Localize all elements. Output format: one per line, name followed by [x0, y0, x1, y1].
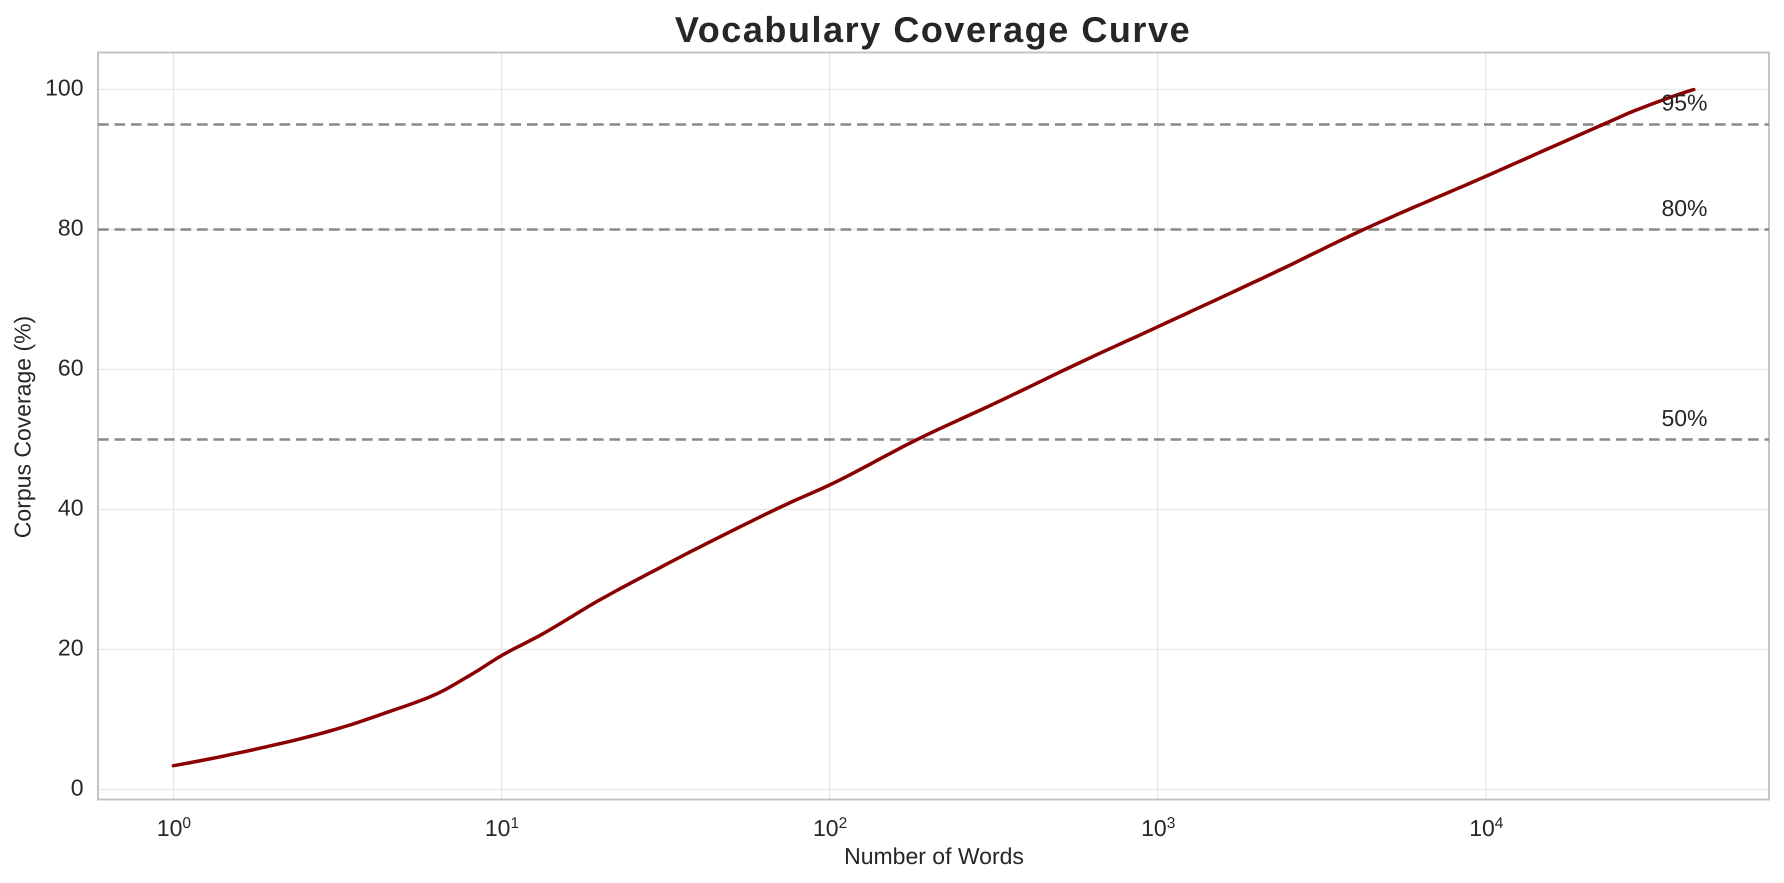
svg-text:Number of Words: Number of Words: [844, 843, 1024, 869]
svg-text:Corpus Coverage (%): Corpus Coverage (%): [10, 316, 36, 538]
svg-text:0: 0: [71, 774, 84, 800]
svg-text:20: 20: [58, 634, 84, 660]
svg-text:40: 40: [58, 494, 84, 520]
svg-text:95%: 95%: [1661, 90, 1707, 116]
svg-text:Vocabulary Coverage Curve: Vocabulary Coverage Curve: [675, 9, 1191, 50]
svg-text:80%: 80%: [1661, 195, 1707, 221]
svg-text:60: 60: [58, 354, 84, 380]
svg-text:100: 100: [45, 74, 83, 100]
svg-text:100: 100: [157, 815, 192, 841]
svg-text:50%: 50%: [1661, 405, 1707, 431]
svg-text:80: 80: [58, 214, 84, 240]
